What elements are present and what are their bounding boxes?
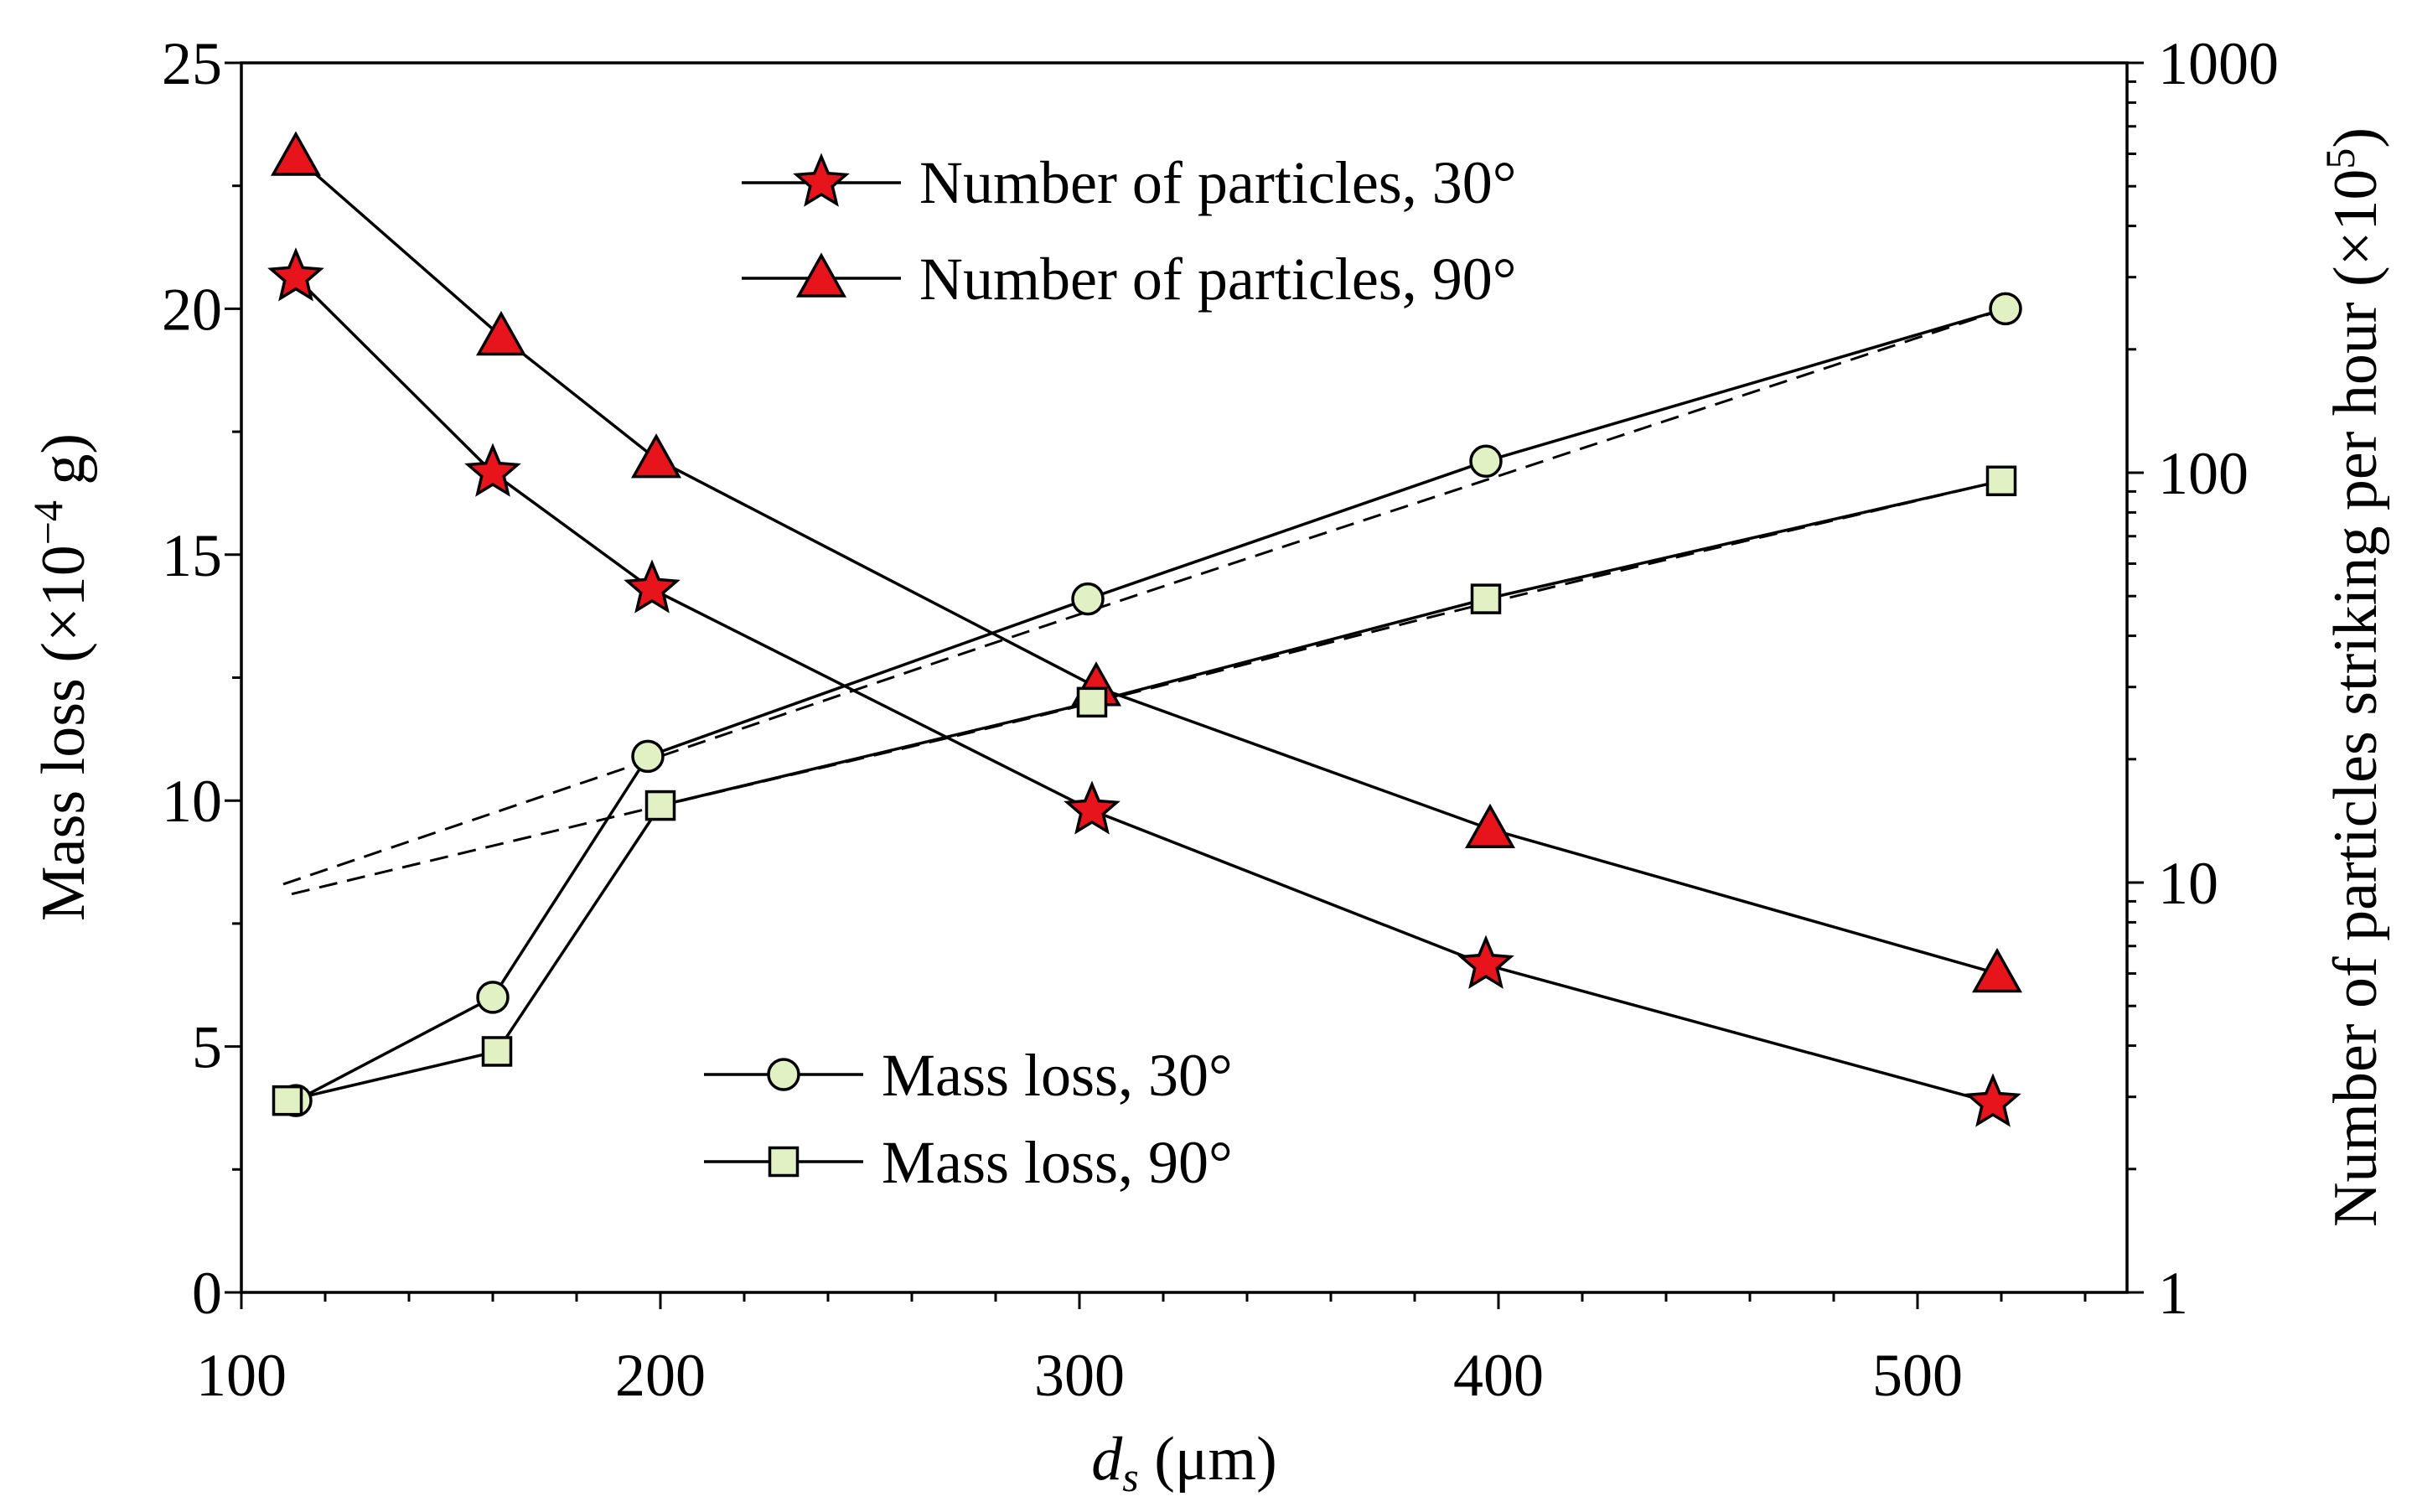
- y-left-tick-label: 25: [162, 30, 222, 97]
- y-left-title-main: Mass loss (×10: [29, 545, 98, 921]
- y-right-title-exp: 5: [2316, 148, 2363, 169]
- data-point-triangle: [1972, 947, 2022, 993]
- legend-bottom: Mass loss, 30° Mass loss, 90°: [704, 1042, 1233, 1196]
- x-axis-title: ds (μm): [1091, 1425, 1277, 1500]
- legend-symbol-circle: [767, 1058, 800, 1091]
- data-point-square: [272, 1085, 303, 1116]
- series-line-2: [295, 307, 2006, 1102]
- data-point-circle: [476, 981, 510, 1014]
- y-right-tick-label: 100: [2158, 440, 2249, 507]
- x-tick-label: 200: [615, 1342, 706, 1409]
- x-axis-title-sub: s: [1122, 1453, 1138, 1500]
- legend-label-particles-30: Number of particles, 30°: [919, 149, 1517, 216]
- y-left-title-tail: g): [29, 433, 98, 500]
- y-left-tick-label: 5: [192, 1014, 222, 1081]
- data-point-circle: [1469, 444, 1503, 479]
- y-right-tick-label: 10: [2158, 850, 2218, 917]
- fit-curve-massloss-30: [282, 307, 2006, 886]
- x-axis-title-var: d: [1091, 1425, 1123, 1494]
- x-tick-label: 100: [196, 1342, 287, 1409]
- y-left-tick-label: 15: [162, 522, 222, 589]
- axis-ticks: [225, 61, 2144, 1309]
- data-point-star: [267, 247, 324, 302]
- plot-frame: [240, 61, 2129, 1294]
- y-left-tick-label: 0: [192, 1260, 222, 1327]
- legend-marker-star: [793, 153, 850, 207]
- tick-labels: 100 200 300 400 500 0 5 10 15 20 25 1 10 100 1000: [162, 30, 2279, 1409]
- data-point-square: [481, 1036, 513, 1067]
- data-point-star: [624, 559, 681, 614]
- y-left-tick-label: 20: [162, 276, 222, 343]
- legend-label-massloss-90: Mass loss, 90°: [882, 1129, 1233, 1196]
- y-right-tick-label: 1: [2158, 1260, 2188, 1327]
- data-point-star: [1064, 780, 1121, 835]
- legend-symbol-triangle: [796, 252, 846, 298]
- y-left-title-exp: −4: [24, 500, 71, 545]
- y-left-axis-title: Mass loss (×10−4 g): [24, 433, 98, 921]
- y-right-title-main: Number of particles striking per hour (×…: [2321, 169, 2390, 1227]
- legend-marker-circle: [767, 1058, 800, 1091]
- data-point-triangle: [476, 310, 526, 356]
- data-point-star: [464, 443, 521, 497]
- series-lines: [287, 155, 2006, 1105]
- series-markers: [267, 131, 2022, 1127]
- fit-curves: [282, 307, 2006, 896]
- data-point-triangle: [1465, 803, 1515, 849]
- series-line-3: [287, 479, 2002, 1102]
- legend-label-particles-90: Number of particles, 90°: [919, 246, 1517, 313]
- data-point-triangle: [631, 433, 681, 479]
- legend-symbol-star: [793, 153, 850, 207]
- y-right-tick-label: 1000: [2158, 30, 2279, 97]
- legend-marker-square: [768, 1146, 800, 1178]
- data-point-triangle: [271, 131, 321, 176]
- data-point-circle: [631, 739, 665, 774]
- data-point-star: [1457, 935, 1514, 989]
- data-point-square: [644, 790, 676, 821]
- x-tick-label: 400: [1453, 1342, 1544, 1409]
- x-tick-label: 300: [1034, 1342, 1125, 1409]
- y-right-axis-title: Number of particles striking per hour (×…: [2316, 127, 2390, 1227]
- series-line-0: [294, 276, 1994, 1105]
- y-left-tick-label: 10: [162, 768, 222, 835]
- data-point-star: [1964, 1073, 2021, 1127]
- data-point-square: [1076, 686, 1108, 718]
- data-point-square: [1985, 465, 2017, 497]
- y-right-title-tail: ): [2321, 127, 2390, 148]
- legend-symbol-square: [768, 1146, 800, 1178]
- data-point-circle: [1989, 292, 2022, 326]
- x-axis-title-unit: (μm): [1139, 1425, 1277, 1494]
- series-line-1: [294, 155, 1998, 976]
- legend-marker-triangle: [796, 252, 846, 298]
- data-point-circle: [1071, 582, 1105, 616]
- data-point-square: [1470, 583, 1502, 614]
- legend-label-massloss-30: Mass loss, 30°: [882, 1042, 1233, 1109]
- legend-top: Number of particles, 30° Number of parti…: [742, 149, 1517, 313]
- x-tick-label: 500: [1872, 1342, 1963, 1409]
